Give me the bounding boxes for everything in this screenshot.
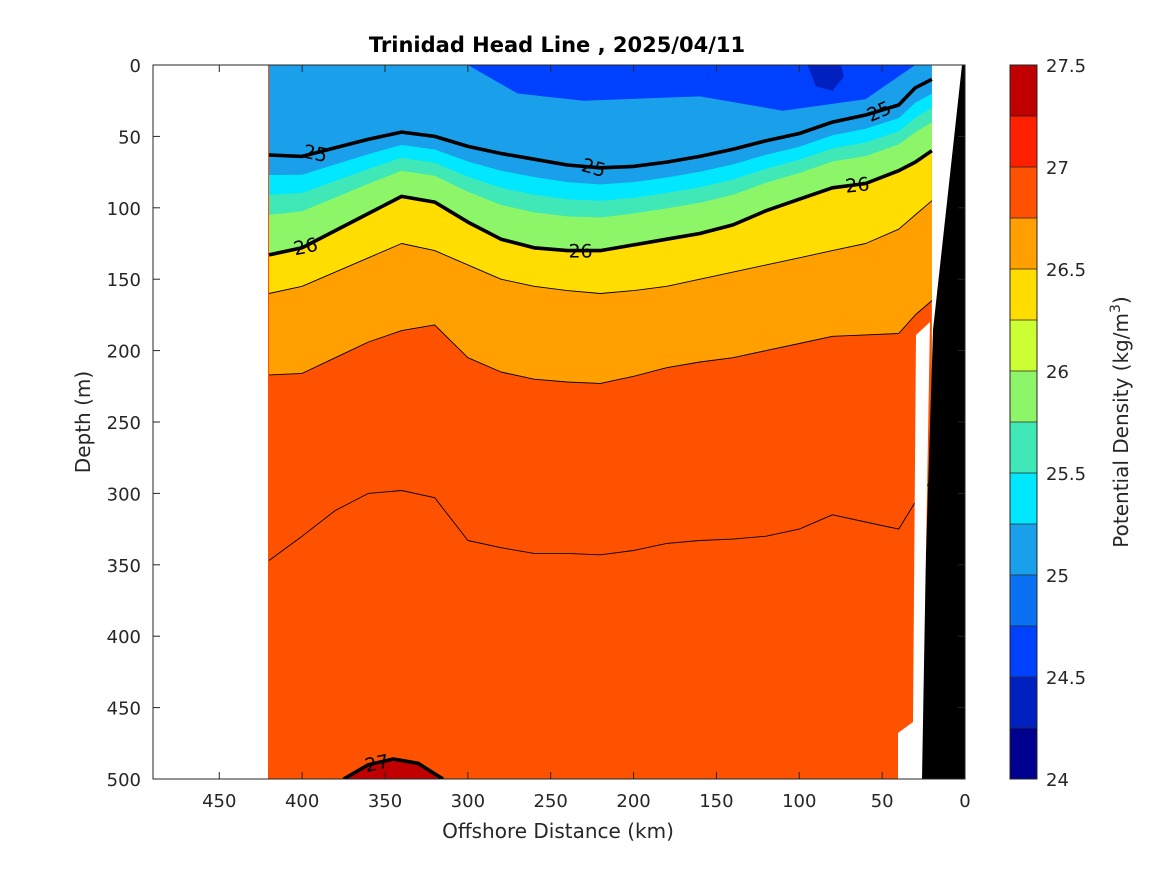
colorbar-segment — [1010, 728, 1037, 780]
colorbar-segment — [1010, 473, 1037, 525]
y-tick-label: 200 — [107, 342, 141, 363]
x-tick-label: 150 — [699, 791, 733, 812]
colorbar-tick-label: 27.5 — [1046, 56, 1086, 77]
contour-label: 25 — [301, 141, 329, 167]
isopycnal-lines — [268, 77, 933, 779]
x-tick-label: 400 — [285, 791, 319, 812]
isopycnal-line — [268, 149, 933, 257]
x-tick-label: 200 — [616, 791, 650, 812]
y-tick-label: 500 — [107, 770, 141, 791]
y-axis-label: Depth (m) — [71, 371, 95, 473]
colorbar-segment — [1010, 626, 1037, 678]
isopycnal-line — [342, 757, 444, 779]
colorbar — [1009, 64, 1038, 780]
isopycnal-line — [268, 300, 933, 384]
y-tick-label: 400 — [107, 627, 141, 648]
y-tick-label: 250 — [107, 413, 141, 434]
y-tick-label: 450 — [107, 699, 141, 720]
colorbar-segment — [1010, 677, 1037, 729]
x-tick-label: 50 — [871, 791, 894, 812]
x-axis-label: Offshore Distance (km) — [442, 819, 674, 843]
x-tick-label: 450 — [202, 791, 236, 812]
contour-label: 26 — [844, 173, 870, 197]
colorbar-segment — [1010, 116, 1037, 168]
colorbar-segment — [1010, 422, 1037, 474]
colorbar-label: Potential Density (kg/m3) — [1108, 296, 1133, 547]
y-tick-label: 150 — [107, 270, 141, 291]
bathymetry — [919, 65, 965, 779]
y-tick-label: 350 — [107, 556, 141, 577]
isopycnal-line — [268, 77, 933, 170]
colorbar-segment — [1010, 269, 1037, 321]
colorbar-segment — [1010, 371, 1037, 423]
chart-title: Trinidad Head Line , 2025/04/11 — [369, 33, 745, 57]
contour-label: 27 — [363, 751, 391, 777]
density-band — [467, 65, 916, 111]
x-axis-ticks: 450 400 350 300 250 200 150 100 50 0 — [202, 65, 971, 812]
colorbar-segment — [1010, 320, 1037, 372]
colorbar-segment — [1010, 218, 1037, 270]
density-band — [807, 65, 845, 91]
colorbar-tick-label: 27 — [1046, 158, 1069, 179]
y-tick-label: 50 — [118, 127, 141, 148]
x-tick-label: 350 — [368, 791, 402, 812]
x-tick-label: 300 — [451, 791, 485, 812]
x-tick-label: 250 — [534, 791, 568, 812]
y-tick-label: 0 — [130, 56, 141, 77]
colorbar-tick-label: 26.5 — [1046, 260, 1086, 281]
contour-label: 26 — [292, 234, 320, 260]
y-tick-label: 100 — [107, 199, 141, 220]
blank-gap — [898, 322, 930, 779]
colorbar-segment — [1010, 575, 1037, 627]
y-tick-label: 300 — [107, 484, 141, 505]
isopycnal-line — [268, 478, 933, 561]
colorbar-segment — [1010, 524, 1037, 576]
colorbar-tick-label: 24.5 — [1046, 668, 1086, 689]
isopycnal-line — [268, 200, 933, 294]
colorbar-tick-label: 24 — [1046, 770, 1069, 791]
colorbar-segment — [1010, 65, 1037, 117]
colorbar-segment — [1010, 167, 1037, 219]
contour-label: 26 — [568, 241, 592, 263]
y-axis-ticks: 0 50 100 150 200 250 300 350 400 450 500 — [107, 56, 965, 791]
colorbar-tick-label: 25 — [1046, 566, 1069, 587]
x-tick-label: 0 — [959, 791, 970, 812]
x-tick-label: 100 — [782, 791, 816, 812]
density-bands — [269, 65, 932, 779]
colorbar-tick-label: 25.5 — [1046, 464, 1086, 485]
colorbar-ticks: 24 24.5 25 25.5 26 26.5 27 27.5 — [1010, 56, 1086, 791]
colorbar-tick-label: 26 — [1046, 362, 1069, 383]
